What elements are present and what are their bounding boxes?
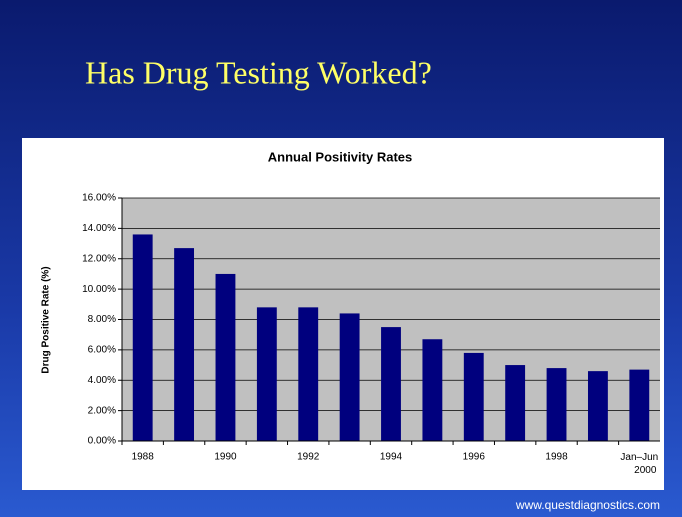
x-tick-label: Jan–Jun 2000 xyxy=(620,452,658,476)
bar xyxy=(463,352,484,441)
y-tick-label: 2.00% xyxy=(88,405,116,416)
x-tick-label: 1990 xyxy=(214,452,237,463)
bar xyxy=(215,273,236,441)
bar xyxy=(629,369,650,441)
bar xyxy=(132,234,153,441)
slide-title: Has Drug Testing Worked? xyxy=(85,54,432,90)
chart-title: Annual Positivity Rates xyxy=(268,149,412,164)
bar xyxy=(339,313,360,441)
bar xyxy=(256,307,277,441)
y-tick-label: 12.00% xyxy=(82,253,116,264)
y-tick-label: 6.00% xyxy=(88,345,116,356)
y-tick-label: 4.00% xyxy=(88,375,116,386)
footer: www.questdiagnostics.com xyxy=(515,498,660,512)
bar xyxy=(298,307,319,441)
bar xyxy=(174,248,195,441)
x-tick-label: 1992 xyxy=(297,452,320,463)
y-axis-label: Drug Positive Rate (%) xyxy=(41,266,52,373)
bar xyxy=(587,371,608,441)
bar xyxy=(381,327,401,441)
y-tick-label: 0.00% xyxy=(88,436,116,447)
x-tick-label: 1998 xyxy=(545,452,568,463)
x-tick-label: 1994 xyxy=(380,452,403,463)
bar xyxy=(546,368,567,441)
y-tick-label: 16.00% xyxy=(82,193,116,204)
bar xyxy=(422,339,443,441)
y-tick-label: 8.00% xyxy=(88,314,116,325)
y-tick-label: 10.00% xyxy=(82,284,116,295)
y-tick-label: 14.00% xyxy=(82,223,116,234)
bar xyxy=(505,365,526,441)
x-tick-label: 1996 xyxy=(463,452,486,463)
x-tick-label: 1988 xyxy=(132,452,155,463)
